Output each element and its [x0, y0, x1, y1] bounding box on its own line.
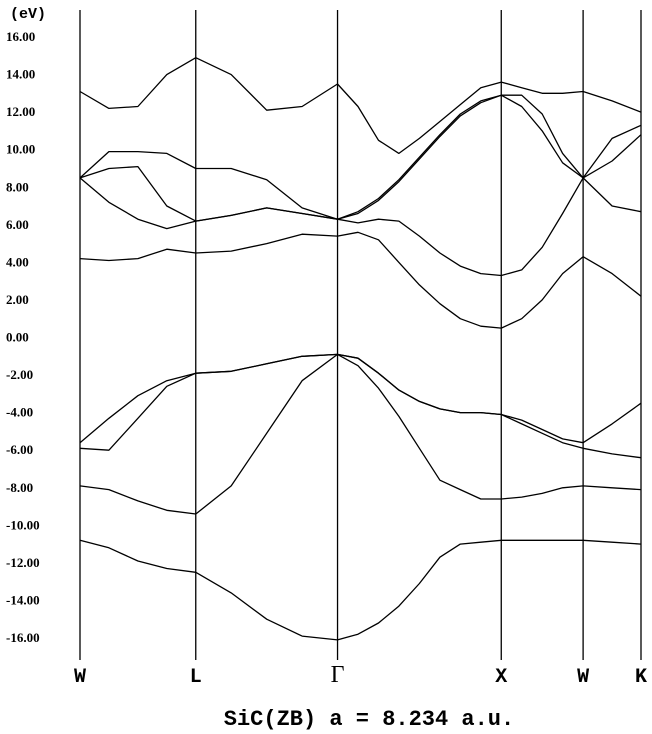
y-tick-label: 10.00: [6, 142, 35, 157]
y-tick-label: -14.00: [6, 592, 40, 607]
y-tick-label: 16.00: [6, 29, 35, 44]
band-line-1: [79, 539, 642, 641]
band-line-8: [79, 94, 642, 220]
k-point-label: Γ: [331, 662, 345, 688]
y-tick-label: 4.00: [6, 254, 29, 269]
y-tick-label: -4.00: [6, 405, 33, 420]
k-point-label: L: [190, 666, 202, 689]
band-lines: [79, 57, 642, 641]
band-line-4: [79, 353, 642, 444]
y-tick-label: 0.00: [6, 330, 29, 345]
chart-title: SiC(ZB) a = 8.234 a.u.: [224, 707, 514, 732]
band-line-3: [79, 353, 642, 459]
y-tick-label: -8.00: [6, 480, 33, 495]
y-tick-label: -6.00: [6, 442, 33, 457]
y-tick-label: -12.00: [6, 555, 40, 570]
y-axis-unit-label: (eV): [10, 6, 46, 23]
band-line-9: [79, 57, 642, 155]
k-point-label: X: [495, 666, 507, 689]
k-point-label: W: [577, 666, 589, 689]
y-tick-label: 12.00: [6, 104, 35, 119]
y-tick-labels: 16.00 14.00 12.00 10.00 8.00 6.00 4.00 2.00 0.00…: [6, 29, 40, 645]
y-tick-label: -16.00: [6, 630, 40, 645]
y-tick-label: -10.00: [6, 517, 40, 532]
band-line-6: [79, 134, 642, 277]
y-tick-label: 2.00: [6, 292, 29, 307]
y-tick-label: 8.00: [6, 179, 29, 194]
band-line-5: [79, 231, 642, 329]
y-tick-label: 6.00: [6, 217, 29, 232]
band-line-2: [79, 353, 642, 515]
k-point-label: W: [74, 666, 86, 689]
k-point-label: K: [635, 666, 647, 689]
y-tick-label: -2.00: [6, 367, 33, 382]
y-tick-label: 14.00: [6, 67, 35, 82]
k-point-lines: [79, 10, 642, 660]
band-line-7: [79, 94, 642, 222]
